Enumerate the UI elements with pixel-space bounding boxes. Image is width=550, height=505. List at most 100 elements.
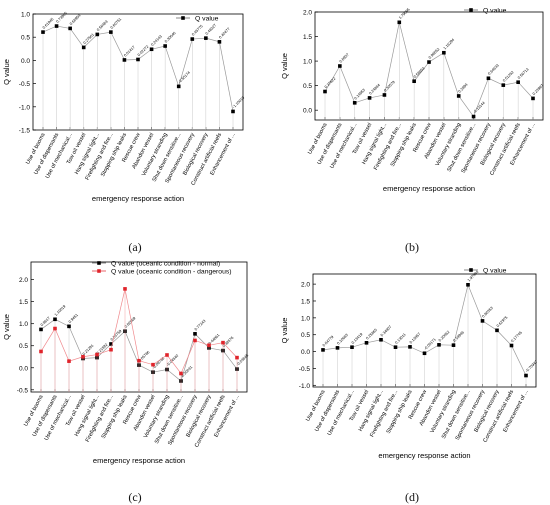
- data-point: [367, 96, 372, 100]
- data-label: 0.48327: [205, 23, 218, 36]
- y-tick-label: -1.0: [299, 383, 311, 390]
- data-point: [531, 96, 535, 101]
- data-label: 1.97884: [467, 270, 480, 283]
- legend-marker: [469, 268, 473, 272]
- data-point: [221, 340, 225, 345]
- data-point: [352, 101, 357, 105]
- data-point: [466, 282, 470, 287]
- data-point: [149, 47, 154, 52]
- data-point: [442, 50, 446, 55]
- data-label: 0.64633: [487, 63, 500, 76]
- data-label: 0.77243: [194, 319, 207, 332]
- y-axis-label: Q value: [2, 314, 11, 340]
- data-label: 1.10019: [54, 304, 67, 317]
- data-point: [364, 341, 369, 345]
- legend-label: Q value: [195, 16, 219, 23]
- y-tick-label: 0.0: [19, 365, 28, 372]
- data-label: 1.16294: [443, 38, 456, 51]
- data-label: 0.13857: [409, 332, 422, 345]
- data-point: [109, 347, 113, 352]
- data-label: 0.13011: [394, 333, 406, 345]
- data-point: [81, 354, 85, 359]
- data-point: [382, 93, 387, 97]
- data-label: 0.56713: [517, 67, 530, 80]
- y-tick-label: 1.0: [21, 12, 30, 19]
- y-tick-label: 2.0: [19, 277, 28, 284]
- data-label: 0.34807: [380, 325, 393, 338]
- data-label: 0.98552: [428, 47, 441, 60]
- data-point: [471, 114, 476, 119]
- data-point: [95, 352, 99, 357]
- data-point: [207, 343, 211, 348]
- legend-marker: [97, 269, 101, 273]
- data-point: [109, 342, 113, 346]
- panel-label-a: (a): [128, 240, 142, 254]
- data-point: [235, 355, 239, 360]
- data-point: [67, 324, 71, 329]
- y-tick-label: 1.0: [303, 59, 312, 66]
- data-point: [67, 359, 71, 363]
- data-label: 0.17745: [510, 331, 523, 344]
- x-axis-label: emergency response action: [92, 194, 184, 203]
- data-point: [151, 362, 155, 367]
- data-label: 0.24143: [150, 34, 163, 47]
- data-label: 0.51252: [502, 70, 515, 83]
- y-tick-label: 0.0: [303, 108, 312, 115]
- legend-marker: [469, 8, 473, 12]
- y-tick-label: -0.5: [17, 387, 29, 394]
- data-point: [193, 332, 197, 336]
- data-point: [109, 30, 113, 34]
- data-label: 0.30579: [383, 80, 396, 93]
- panel-label-b: (b): [405, 240, 419, 254]
- data-point: [408, 345, 412, 349]
- data-point: [486, 76, 491, 81]
- panel-label-d: (d): [405, 490, 419, 504]
- data-point: [427, 60, 431, 64]
- data-point: [53, 326, 57, 331]
- y-tick-label: 0.5: [21, 35, 30, 42]
- y-tick-label: -0.5: [19, 81, 31, 88]
- data-label: 0.56483: [96, 20, 109, 33]
- data-point: [495, 328, 499, 333]
- y-tick-label: 0.0: [301, 349, 310, 356]
- legend-label: Q value: [483, 8, 507, 15]
- data-point: [165, 353, 169, 357]
- y-tick-label: 0.5: [19, 343, 28, 350]
- y-tick-label: 2.0: [301, 282, 310, 289]
- data-point: [204, 36, 208, 40]
- data-point: [39, 349, 43, 354]
- data-point: [509, 343, 514, 348]
- data-point: [422, 351, 427, 356]
- data-label: 0.68954: [69, 14, 82, 27]
- y-axis-label: Q value: [2, 59, 11, 85]
- data-point: [231, 109, 235, 114]
- data-label: 0.01417: [123, 45, 136, 58]
- y-tick-label: -1.5: [19, 128, 31, 135]
- data-point: [480, 319, 485, 323]
- y-tick-label: 1.5: [301, 298, 310, 305]
- data-label: -0.55174: [178, 71, 191, 84]
- x-axis-label: emergency response action: [93, 456, 185, 465]
- y-tick-label: 2.0: [303, 10, 312, 17]
- data-label: 0.13419: [351, 332, 364, 345]
- data-point: [136, 57, 140, 62]
- data-label: 0.20062: [438, 330, 451, 343]
- data-point: [137, 358, 141, 363]
- legend-label: Q value (oceanic condition - dangerous): [111, 269, 232, 276]
- data-point: [338, 64, 342, 68]
- y-tick-label: 1.5: [19, 299, 28, 306]
- data-point: [412, 79, 416, 84]
- data-point: [39, 327, 43, 332]
- legend-label: Q value: [483, 268, 507, 275]
- data-label: -0.05171: [423, 338, 436, 351]
- data-label: 0.45775: [191, 24, 204, 37]
- chart-a: -1.5 -1.0 -0.5 0.0 0.5 1.0 Q value Use of booms…: [0, 0, 270, 245]
- data-label: 0.62975: [496, 315, 509, 328]
- data-label: 0.60751: [110, 17, 123, 30]
- chart-d: -1.0 -0.5 0.0 0.5 1.0 1.5 2.0 Q value Use of boo…: [278, 252, 548, 497]
- panel-label-c: (c): [128, 490, 142, 504]
- data-point: [335, 346, 340, 350]
- data-label: 0.14953: [354, 88, 367, 101]
- data-label: 0.25865: [365, 328, 378, 341]
